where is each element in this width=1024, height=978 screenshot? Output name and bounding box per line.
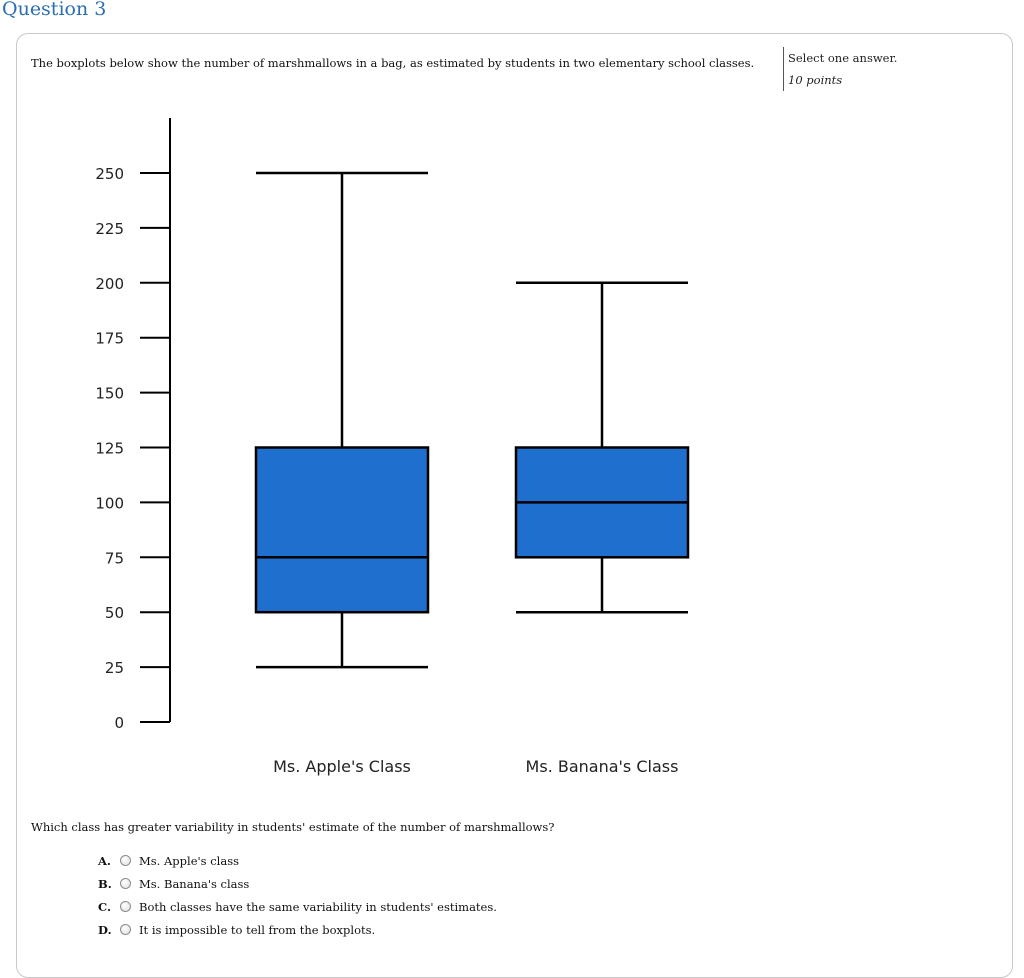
question-panel xyxy=(16,33,1013,978)
y-tick-label: 100 xyxy=(95,494,124,512)
y-tick-label: 125 xyxy=(95,440,124,458)
y-tick-label: 50 xyxy=(105,604,124,622)
y-tick-label: 200 xyxy=(95,275,124,293)
choice-label: Ms. Apple's class xyxy=(139,853,239,868)
radio-button[interactable] xyxy=(120,855,131,866)
category-label: Ms. Apple's Class xyxy=(273,757,411,776)
y-tick-label: 75 xyxy=(105,549,124,567)
choice-a[interactable]: A. Ms. Apple's class xyxy=(98,849,497,872)
boxplot-chart: 0 25 50 75 100 125 150 175 200 225 250 Ms. Apple's … xyxy=(95,118,690,776)
radio-button[interactable] xyxy=(120,878,131,889)
question-prompt: The boxplots below show the number of ma… xyxy=(31,56,755,70)
y-tick-label: 175 xyxy=(95,330,124,348)
choice-c[interactable]: C. Both classes have the same variabilit… xyxy=(98,895,497,918)
choice-b[interactable]: B. Ms. Banana's class xyxy=(98,872,497,895)
y-tick-label: 225 xyxy=(95,220,124,238)
category-label: Ms. Banana's Class xyxy=(526,757,679,776)
choice-label: Ms. Banana's class xyxy=(139,876,250,891)
y-tick-label: 250 xyxy=(95,165,124,183)
y-tick-label: 0 xyxy=(114,714,124,732)
points-value: 10 points xyxy=(788,73,843,87)
choice-letter: D. xyxy=(98,922,112,937)
question-meta: Select one answer. 10 points xyxy=(783,47,897,91)
choice-letter: B. xyxy=(98,876,112,891)
y-tick-label: 150 xyxy=(95,385,124,403)
radio-button[interactable] xyxy=(120,924,131,935)
choice-label: It is impossible to tell from the boxplo… xyxy=(139,922,376,937)
radio-button[interactable] xyxy=(120,901,131,912)
choice-d[interactable]: D. It is impossible to tell from the box… xyxy=(98,918,497,941)
answer-choices: A. Ms. Apple's class B. Ms. Banana's cla… xyxy=(98,849,497,941)
choice-letter: C. xyxy=(98,899,111,914)
iqr-box xyxy=(254,446,430,614)
answer-instruction: Select one answer. xyxy=(788,51,898,65)
y-tick-label: 25 xyxy=(105,659,124,677)
choice-letter: A. xyxy=(98,853,111,868)
question-text: Which class has greater variability in s… xyxy=(31,820,555,834)
choice-label: Both classes have the same variability i… xyxy=(139,899,497,914)
question-heading: Question 3 xyxy=(2,0,107,20)
